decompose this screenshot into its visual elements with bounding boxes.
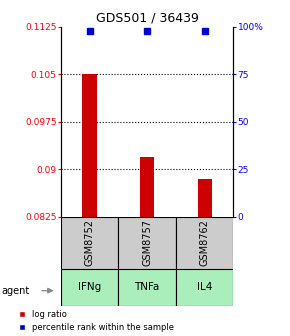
Bar — [176, 217, 233, 269]
Text: IL4: IL4 — [197, 282, 212, 292]
Bar — [82, 74, 97, 217]
Text: GSM8762: GSM8762 — [200, 219, 210, 266]
Text: agent: agent — [1, 286, 30, 296]
Text: GSM8757: GSM8757 — [142, 219, 152, 266]
Text: GSM8752: GSM8752 — [85, 219, 95, 266]
Title: GDS501 / 36439: GDS501 / 36439 — [96, 11, 199, 24]
Bar — [118, 269, 176, 306]
Bar — [176, 269, 233, 306]
Text: TNFa: TNFa — [135, 282, 160, 292]
Text: IFNg: IFNg — [78, 282, 101, 292]
Legend: log ratio, percentile rank within the sample: log ratio, percentile rank within the sa… — [19, 310, 174, 332]
Bar — [197, 179, 212, 217]
Bar — [61, 269, 118, 306]
Bar — [118, 217, 176, 269]
Bar — [61, 217, 118, 269]
Bar — [140, 157, 154, 217]
